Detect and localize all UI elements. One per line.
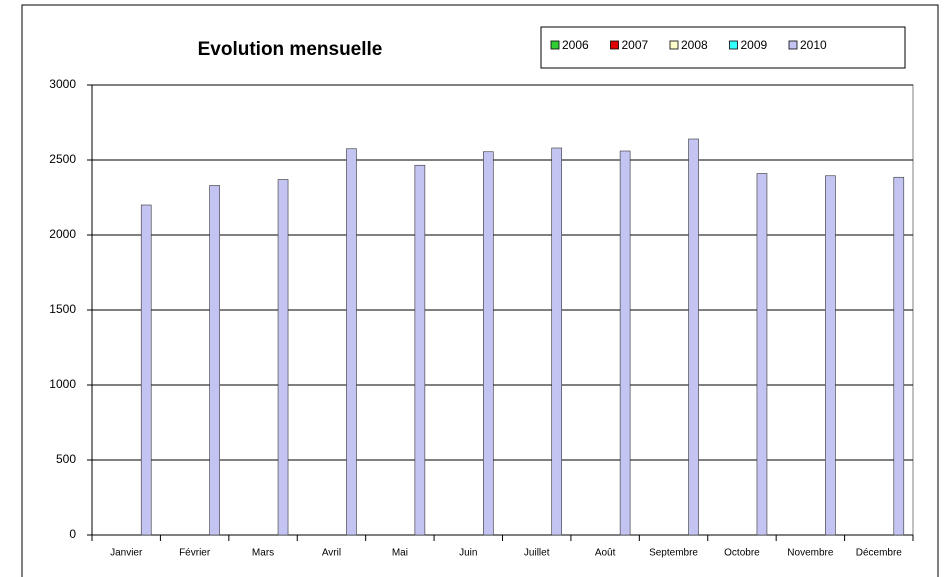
bar	[346, 148, 357, 536]
x-tick-label: Juin	[459, 548, 477, 559]
bar	[277, 179, 289, 536]
legend-label: 2006	[562, 38, 589, 52]
x-tick-label: Mars	[252, 548, 274, 559]
legend-swatch	[669, 40, 679, 50]
x-tick-label: Août	[595, 548, 616, 559]
y-tick-label: 3000	[49, 77, 76, 91]
legend-swatch	[610, 40, 619, 50]
legend-label: 2007	[622, 38, 649, 52]
bar	[209, 185, 220, 536]
legend-swatch	[729, 40, 738, 50]
legend-box	[540, 26, 906, 69]
x-tick-label: Février	[179, 548, 211, 559]
legend-swatch	[550, 40, 560, 50]
bar	[414, 164, 426, 536]
x-tick-label: Juillet	[524, 548, 550, 559]
chart-frame	[21, 4, 939, 577]
y-tick-label: 500	[56, 452, 76, 466]
chart-title: Evolution mensuelle	[198, 39, 383, 60]
bar	[825, 175, 836, 536]
x-tick-label: Décembre	[856, 548, 903, 559]
y-tick-label: 1500	[49, 302, 76, 316]
legend-label: 2008	[681, 38, 708, 52]
bar	[619, 150, 631, 536]
y-tick-label: 2500	[49, 152, 76, 166]
legend-swatch	[788, 40, 798, 50]
x-tick-label: Mai	[392, 548, 408, 559]
bar	[893, 176, 905, 536]
bar	[688, 138, 699, 536]
bar	[551, 147, 563, 536]
y-tick-label: 1000	[49, 377, 76, 391]
bar	[482, 151, 494, 536]
x-tick-label: Avril	[322, 548, 341, 559]
y-tick-label: 2000	[49, 227, 76, 241]
x-tick-label: Septembre	[649, 548, 698, 559]
x-tick-label: Janvier	[110, 548, 143, 559]
legend-label: 2009	[741, 38, 768, 52]
y-tick-label: 0	[69, 527, 76, 541]
x-tick-label: Novembre	[787, 548, 834, 559]
legend-label: 2010	[800, 38, 827, 52]
bar	[756, 173, 768, 536]
bar	[140, 204, 152, 536]
x-tick-label: Octobre	[724, 548, 760, 559]
